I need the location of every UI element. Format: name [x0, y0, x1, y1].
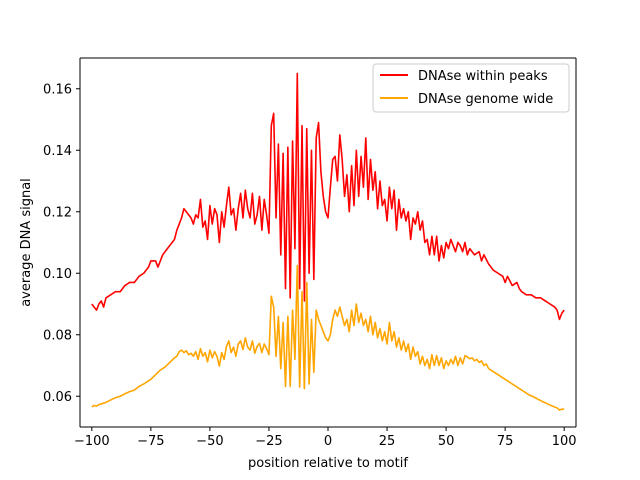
legend-label-dnase-genome-wide: DNAse genome wide: [418, 92, 553, 107]
x-axis-title: position relative to motif: [248, 456, 408, 471]
y-tick-label: 0.16: [43, 82, 72, 97]
x-tick-label: −50: [196, 434, 223, 449]
x-tick-label: 100: [552, 434, 577, 449]
x-tick-label: 50: [438, 434, 455, 449]
series-layer: [91, 72, 565, 411]
x-tick-label: −100: [74, 434, 110, 449]
series-line-dnase-within-peaks: [91, 72, 565, 321]
x-tick-label: −75: [137, 434, 164, 449]
y-tick-label: 0.12: [43, 205, 72, 220]
x-tick-label: 0: [324, 434, 332, 449]
series-line-dnase-genome-wide: [91, 264, 565, 411]
legend-box: [372, 63, 570, 113]
x-tick-label: 25: [379, 434, 396, 449]
y-tick-label: 0.06: [43, 390, 72, 405]
plot-area: [80, 58, 576, 427]
y-axis-ticks: 0.06 0.08 0.10 0.12 0.14 0.16: [43, 82, 80, 405]
x-tick-label: −25: [255, 434, 282, 449]
x-axis-ticks: −100 −75 −50 −25 0 25 50 75 100: [74, 427, 577, 449]
y-tick-label: 0.08: [43, 328, 72, 343]
y-axis-title: average DNA signal: [19, 178, 34, 307]
legend: DNAse within peaks DNAse genome wide: [372, 63, 570, 113]
y-tick-label: 0.10: [43, 267, 72, 282]
legend-label-dnase-within-peaks: DNAse within peaks: [418, 69, 548, 84]
y-tick-label: 0.14: [43, 144, 72, 159]
x-tick-label: 75: [497, 434, 514, 449]
